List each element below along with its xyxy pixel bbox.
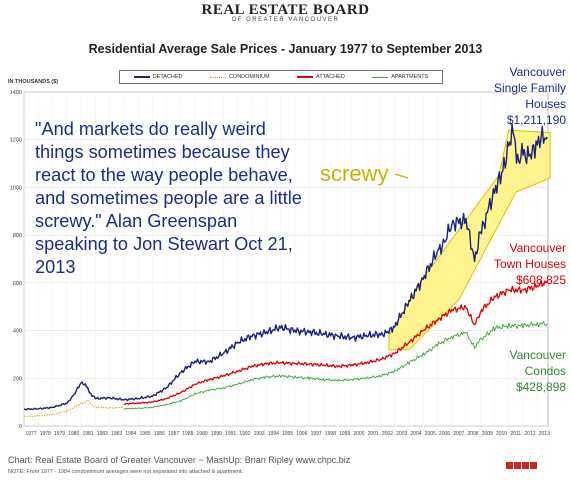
legend-label-condominium: CONDOMINIUM <box>228 74 270 80</box>
x-tick-label: 1979 <box>54 431 65 437</box>
x-tick-label: 1983 <box>111 431 122 437</box>
legend-item-condominium: CONDOMINIUM <box>209 74 270 80</box>
x-tick-label: 1980 <box>68 431 79 437</box>
x-tick-label: 2012 <box>524 431 535 437</box>
x-tick-label: 2008 <box>467 431 478 437</box>
screwy-pointer <box>394 173 409 179</box>
series-line-attached <box>123 279 548 405</box>
legend-swatch-detached <box>133 76 150 78</box>
series-line-apartments <box>123 321 548 410</box>
x-tick-label: 2011 <box>510 431 521 437</box>
badge-icon <box>522 462 529 469</box>
x-tick-label: 1982 <box>97 431 108 437</box>
label-detached-line1: Vancouver <box>509 65 566 79</box>
series-line-detached <box>23 123 548 411</box>
legend-label-apartments: APARTMENTS <box>391 74 429 80</box>
chart-series <box>23 123 548 418</box>
screwy-highlight-band <box>388 129 551 351</box>
x-tick-label: 2007 <box>453 431 464 437</box>
x-tick-label: 1978 <box>40 431 51 437</box>
x-tick-label: 1990 <box>211 431 222 437</box>
x-tick-label: 1985 <box>140 431 151 437</box>
x-tick-label: 1997 <box>311 431 322 437</box>
label-detached-line4: $1,211,190 <box>506 113 566 127</box>
x-tick-label: 1996 <box>296 431 307 437</box>
y-tick-label: 400 <box>13 329 22 335</box>
label-apartments-line2: Condos <box>524 364 566 378</box>
y-tick-label: 800 <box>13 233 22 239</box>
reb-logo: REAL ESTATE BOARD OF GREATER VANCOUVER <box>0 2 571 23</box>
x-tick-label: 1981 <box>82 431 93 437</box>
y-axis-ticks: 0 200 400 600 800 1000 1200 1400 <box>10 90 22 430</box>
x-tick-label: 1994 <box>268 431 279 437</box>
legend-swatch-condominium <box>209 76 226 78</box>
label-detached: Vancouver Single Family Houses $1,211,19… <box>470 64 566 128</box>
x-tick-label: 2004 <box>410 431 421 437</box>
x-tick-label: 2003 <box>396 431 407 437</box>
greenspan-quote: "And markets do really weird things some… <box>35 119 302 277</box>
x-tick-label: 1992 <box>239 431 250 437</box>
label-apartments-line3: $428,898 <box>515 380 566 394</box>
x-tick-label: 1995 <box>282 431 293 437</box>
label-attached-line3: $608,825 <box>515 273 566 287</box>
screwy-label: screwy <box>320 161 388 186</box>
y-tick-label: 1000 <box>10 185 22 191</box>
y-tick-label: 1400 <box>10 90 22 96</box>
y-axis-units: IN THOUSANDS ($) <box>8 79 59 85</box>
x-tick-label: 2006 <box>439 431 450 437</box>
label-attached: Vancouver Town Houses $608,825 <box>470 240 566 288</box>
x-tick-label: 2002 <box>382 431 393 437</box>
y-tick-label: 200 <box>13 376 22 382</box>
label-detached-line3: Houses <box>525 97 566 111</box>
label-apartments-line1: Vancouver <box>509 348 566 362</box>
x-tick-label: 1988 <box>182 431 193 437</box>
y-tick-label: 600 <box>13 281 22 287</box>
x-tick-label: 1986 <box>154 431 165 437</box>
logo-sub-text: OF GREATER VANCOUVER <box>231 17 340 23</box>
x-tick-label: 1999 <box>339 431 350 437</box>
legend-label-detached: DETACHED <box>152 74 183 80</box>
chart-title: Residential Average Sale Prices - Januar… <box>88 42 483 56</box>
chart-legend: DETACHED CONDOMINIUM ATTACHED APARTMENTS <box>119 70 443 84</box>
legend-swatch-apartments <box>372 76 389 78</box>
badge-icon <box>530 462 537 469</box>
source-credit: Chart: Real Estate Board of Greater Vanc… <box>8 455 351 465</box>
footnote: NOTE: From 1977 - 1984 condominium avera… <box>8 469 244 475</box>
x-tick-label: 1993 <box>254 431 265 437</box>
legend-item-detached: DETACHED <box>133 74 183 80</box>
x-tick-label: 1977 <box>25 431 36 437</box>
label-attached-line1: Vancouver <box>509 241 566 255</box>
legend-item-attached: ATTACHED <box>296 74 345 80</box>
label-detached-line2: Single Family <box>493 81 566 95</box>
label-apartments: Vancouver Condos $428,898 <box>470 347 566 395</box>
x-tick-label: 1989 <box>197 431 208 437</box>
legend-swatch-attached <box>296 76 313 78</box>
logo-main-text: REAL ESTATE BOARD <box>201 2 370 18</box>
x-tick-label: 1998 <box>325 431 336 437</box>
x-axis-ticks: 1977 1978 1979 1980 1981 1982 1983 1984 1985 1986… <box>25 431 550 437</box>
x-tick-label: 1987 <box>168 431 179 437</box>
x-tick-label: 2001 <box>368 431 379 437</box>
badge-icon <box>506 462 513 469</box>
x-tick-label: 2009 <box>482 431 493 437</box>
footer-badges <box>506 462 537 469</box>
x-tick-label: 2010 <box>496 431 507 437</box>
y-tick-label: 0 <box>19 424 22 430</box>
legend-label-attached: ATTACHED <box>315 74 345 80</box>
label-attached-line2: Town Houses <box>493 257 566 271</box>
x-tick-label: 2000 <box>353 431 364 437</box>
x-tick-label: 2013 <box>539 431 550 437</box>
badge-icon <box>514 462 521 469</box>
legend-item-apartments: APARTMENTS <box>372 74 428 80</box>
x-tick-label: 1991 <box>225 431 236 437</box>
x-tick-label: 2005 <box>425 431 436 437</box>
x-tick-label: 1984 <box>125 431 136 437</box>
y-tick-label: 1200 <box>10 138 22 144</box>
